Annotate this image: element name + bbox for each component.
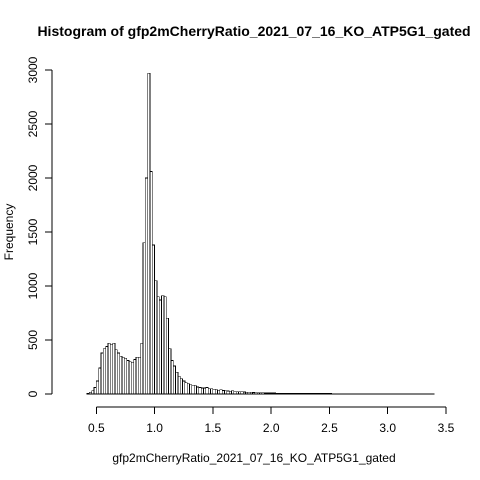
y-axis-tick-label: 2500 xyxy=(26,110,40,137)
y-axis-tick-label: 2000 xyxy=(26,164,40,191)
x-axis-tick-label: 3.0 xyxy=(379,421,396,435)
histogram-bar xyxy=(135,356,139,395)
x-axis-label: gfp2mCherryRatio_2021_07_16_KO_ATP5G1_ga… xyxy=(112,451,395,465)
y-axis: 0 500 1000 1500 2000 2500 3000 xyxy=(26,56,53,397)
x-axis-tick-label: 1.0 xyxy=(146,421,163,435)
chart-title: Histogram of gfp2mCherryRatio_2021_07_16… xyxy=(37,23,470,39)
x-axis-tick-label: 0.5 xyxy=(88,421,105,435)
x-axis-tick-label: 2.5 xyxy=(321,421,338,435)
histogram-bar xyxy=(303,393,307,395)
x-axis-tick-label: 1.5 xyxy=(205,421,222,435)
histogram-bar xyxy=(284,392,288,395)
histogram-bar xyxy=(210,388,214,395)
y-axis-tick-label: 1500 xyxy=(26,218,40,245)
y-axis-tick-label: 0 xyxy=(26,390,40,397)
histogram-bar xyxy=(116,352,120,395)
histogram-bar xyxy=(175,372,179,395)
y-axis-tick-label: 500 xyxy=(26,330,40,350)
histogram-bar xyxy=(228,390,232,395)
histogram-bar xyxy=(98,367,102,395)
x-axis: 0.5 1.0 1.5 2.0 2.5 3.0 3.5 xyxy=(88,406,455,435)
y-axis-tick-label: 1000 xyxy=(26,272,40,299)
x-axis-tick-label: 2.0 xyxy=(263,421,280,435)
histogram-bar xyxy=(247,392,251,395)
y-axis-tick-label: 3000 xyxy=(26,56,40,83)
histogram-bars xyxy=(86,72,435,395)
histogram-bar xyxy=(154,280,158,395)
y-axis-label: Frequency xyxy=(2,204,16,261)
x-axis-tick-label: 3.5 xyxy=(438,421,455,435)
histogram-bar xyxy=(191,385,195,395)
histogram-bar xyxy=(268,392,272,395)
